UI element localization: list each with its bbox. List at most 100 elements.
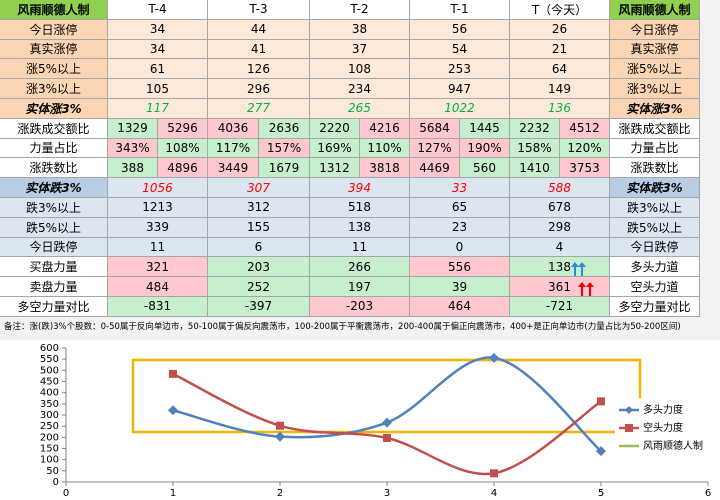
row-label-right: 涨跌数比: [610, 158, 700, 179]
cell-value: 947: [410, 79, 510, 99]
y-tick-label: 100: [40, 455, 59, 466]
cell-value: -397: [208, 297, 310, 317]
row-label-right: 今日跌停: [610, 237, 700, 258]
legend-marker: [625, 406, 633, 414]
row-label-right: 跌3%以上: [610, 198, 700, 218]
legend-label: 空头力度: [643, 421, 683, 434]
cell-value: 252: [208, 277, 310, 297]
cell-value: 108%: [158, 138, 208, 159]
cell-value: 5296: [158, 118, 208, 139]
cell-value: 34: [108, 39, 208, 60]
header-period: T-4: [108, 0, 208, 20]
arrow-icon: [586, 282, 594, 296]
cell-value: -831: [108, 297, 208, 317]
cell-value: 1312: [310, 158, 360, 179]
cell-value: 56: [410, 19, 510, 40]
cell-value: 1445: [460, 118, 510, 139]
cell-value: 394: [310, 178, 410, 198]
point-marker: [275, 431, 285, 442]
row-label-right: 实体跌3%: [610, 178, 700, 198]
cell-value: 117: [108, 99, 208, 119]
row-label-right: 涨跌成交额比: [610, 118, 700, 139]
series-line: [172, 356, 602, 453]
cell-value: 312: [208, 198, 310, 218]
cell-value: 65: [410, 198, 510, 218]
cell-value: 339: [108, 217, 208, 238]
row-label: 力量占比: [0, 138, 108, 159]
cell-value: 158%: [510, 138, 560, 159]
cell-value: 361: [510, 277, 610, 297]
cell-value: 2636: [259, 118, 310, 139]
cell-value: 321: [108, 257, 208, 278]
x-tick-label: 0: [63, 488, 69, 499]
y-tick-label: 50: [46, 466, 59, 477]
header-period: T（今天）: [510, 0, 610, 20]
cell-value: 266: [310, 257, 410, 278]
cell-value: 126: [208, 59, 310, 80]
cell-value: 117%: [208, 138, 259, 159]
cell-value: 33: [410, 178, 510, 198]
cell-value: 4896: [158, 158, 208, 179]
cell-value: 678: [510, 198, 610, 218]
cell-value: 155: [208, 217, 310, 238]
cell-value: 484: [108, 277, 208, 297]
y-tick-label: 250: [40, 421, 59, 432]
point-marker: [597, 397, 605, 406]
cell-value: 3449: [208, 158, 259, 179]
cell-value: 21: [510, 39, 610, 60]
arrow-icon: [571, 262, 579, 276]
row-label: 涨跌成交额比: [0, 118, 108, 139]
point-marker: [169, 369, 177, 378]
row-label: 跌3%以上: [0, 198, 108, 218]
cell-value: 1679: [259, 158, 310, 179]
cell-value: 588: [510, 178, 610, 198]
cell-value: 4036: [208, 118, 259, 139]
cell-value: 108: [310, 59, 410, 80]
header-period: T-1: [410, 0, 510, 20]
point-marker: [168, 405, 178, 416]
row-label: 涨跌数比: [0, 158, 108, 179]
cell-value: 0: [410, 237, 510, 258]
cell-value: 23: [410, 217, 510, 238]
cell-value: 4512: [560, 118, 610, 139]
cell-value: 38: [310, 19, 410, 40]
cell-value: 61: [108, 59, 208, 80]
header-label: 风雨顺德人制: [0, 0, 108, 20]
row-label: 涨3%以上: [0, 79, 108, 99]
cell-value: 296: [208, 79, 310, 99]
row-label: 卖盘力量: [0, 277, 108, 297]
cell-value: -721: [510, 297, 610, 317]
cell-value: 105: [108, 79, 208, 99]
header-period: T-3: [208, 0, 310, 20]
row-label-right: 实体涨3%: [610, 99, 700, 119]
cell-value: 120%: [560, 138, 610, 159]
y-tick-label: 450: [40, 377, 59, 388]
cell-value: 464: [410, 297, 510, 317]
arrow-icon: [578, 282, 586, 296]
cell-value: 136: [510, 99, 610, 119]
y-tick-label: 300: [40, 410, 59, 421]
cell-value: 1056: [108, 178, 208, 198]
cell-value: 26: [510, 19, 610, 40]
row-label: 涨5%以上: [0, 59, 108, 80]
cell-value: 203: [208, 257, 310, 278]
cell-value: 3753: [560, 158, 610, 179]
cell-value: 560: [460, 158, 510, 179]
x-tick-label: 1: [170, 488, 176, 499]
cell-value: 138: [310, 217, 410, 238]
cell-value: 197: [310, 277, 410, 297]
y-tick-label: 150: [40, 444, 59, 455]
cell-value: 37: [310, 39, 410, 60]
cell-value: 44: [208, 19, 310, 40]
cell-value: 3818: [360, 158, 410, 179]
y-tick-label: 0: [53, 477, 59, 488]
point-marker: [383, 434, 391, 443]
cell-value: 2220: [310, 118, 360, 139]
cell-value: 110%: [360, 138, 410, 159]
y-tick-label: 400: [40, 388, 59, 399]
cell-value: 190%: [460, 138, 510, 159]
legend-marker: [625, 424, 633, 432]
point-marker: [596, 446, 606, 457]
arrow-icon: [578, 262, 586, 276]
